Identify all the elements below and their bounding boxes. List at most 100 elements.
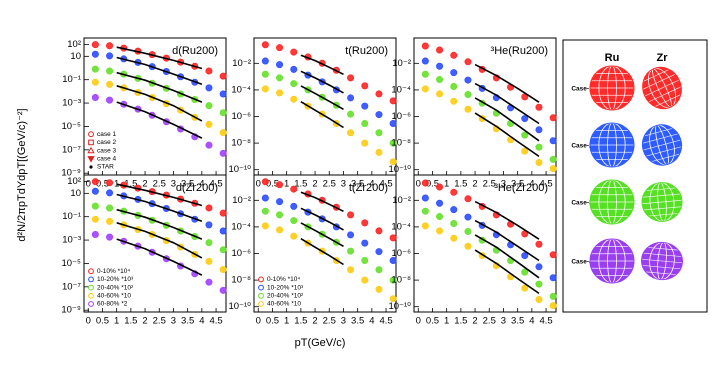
legend-marker xyxy=(258,301,264,307)
model-point xyxy=(219,90,227,98)
model-point xyxy=(347,247,355,255)
model-point xyxy=(375,266,383,274)
model-point xyxy=(521,284,529,292)
x-tick-label: 4 xyxy=(199,179,204,190)
star-data xyxy=(116,46,203,70)
y-tick-label: 10⁻¹⁰ xyxy=(388,164,411,175)
x-tick-label: 4.5 xyxy=(209,179,222,190)
model-point xyxy=(276,61,284,69)
x-tick-label: 0.5 xyxy=(266,179,279,190)
model-point xyxy=(421,42,429,50)
y-tick-label: 10⁻² xyxy=(392,195,411,206)
model-point xyxy=(450,234,458,242)
model-point xyxy=(535,280,543,288)
x-tick-label: 1.5 xyxy=(294,179,307,190)
model-point xyxy=(421,194,429,202)
panel-title: t(Zr200) xyxy=(349,182,388,194)
model-point xyxy=(106,96,114,104)
nucleus-outline xyxy=(589,179,635,225)
y-tick-label: 10⁻⁸ xyxy=(391,275,411,286)
star-data xyxy=(474,63,540,103)
panel-title: ³He(Ru200) xyxy=(491,45,548,57)
nucleus-outline xyxy=(641,241,683,281)
x-tick-label: 3 xyxy=(501,179,506,190)
model-point xyxy=(106,52,114,60)
model-point xyxy=(290,48,298,56)
model-point xyxy=(276,74,284,82)
model-point xyxy=(375,227,383,235)
model-point xyxy=(389,119,397,127)
x-tick-label: 2.5 xyxy=(153,316,166,327)
model-point xyxy=(347,129,355,137)
model-point xyxy=(91,178,99,186)
legend-label: case 2 xyxy=(97,139,117,146)
model-point xyxy=(261,70,269,78)
model-point xyxy=(106,189,114,197)
model-point xyxy=(464,91,472,99)
model-point xyxy=(205,239,213,247)
model-point xyxy=(549,155,557,163)
x-tick-label: 2.5 xyxy=(483,316,496,327)
nucleus-shape xyxy=(589,238,635,284)
star-data xyxy=(474,97,540,142)
nucleus-shape xyxy=(641,241,683,281)
model-point xyxy=(535,143,543,151)
model-point xyxy=(421,179,429,187)
nucleus-parallel xyxy=(645,146,682,157)
model-point xyxy=(436,46,444,54)
x-tick-label: 2 xyxy=(142,316,147,327)
model-point xyxy=(290,65,298,73)
model-point xyxy=(375,111,383,119)
model-point xyxy=(361,82,369,90)
model-point xyxy=(464,213,472,221)
y-tick-label: 10⁻⁴ xyxy=(391,84,411,95)
star-data xyxy=(300,191,344,213)
legend-label: 0-10% *10⁴ xyxy=(267,276,300,283)
model-point xyxy=(361,239,369,247)
nucleus-shape xyxy=(589,179,635,225)
x-tick-label: 0.5 xyxy=(96,179,109,190)
y-tick-label: 10⁻¹ xyxy=(62,211,81,222)
y-tick-label: 10⁻² xyxy=(392,58,411,69)
y-tick-label: 10 xyxy=(70,51,81,62)
model-point xyxy=(290,80,298,88)
y-tick-label: 10² xyxy=(67,39,81,50)
model-point xyxy=(421,85,429,93)
panel-title: d(Ru200) xyxy=(172,45,218,57)
nucleus-outline xyxy=(641,124,683,166)
nucleus-parallel xyxy=(645,271,677,275)
panel-title: t(Ru200) xyxy=(345,45,388,57)
y-tick-label: 10⁻⁶ xyxy=(392,111,412,122)
x-tick-label: 1.5 xyxy=(454,179,467,190)
model-point xyxy=(347,94,355,102)
model-point xyxy=(261,57,269,65)
model-point xyxy=(219,209,227,217)
model-point xyxy=(361,276,369,284)
model-point xyxy=(261,194,269,202)
x-tick-label: 0.5 xyxy=(266,316,279,327)
model-point xyxy=(421,57,429,65)
y-tick-label: 10⁻⁷ xyxy=(62,144,82,155)
legend-label: 40-60% *10 xyxy=(267,301,301,308)
y-tick-label: 10⁻⁶ xyxy=(232,111,252,122)
y-tick-label: 10⁻³ xyxy=(62,98,81,109)
model-point xyxy=(436,90,444,98)
x-tick-label: 3.5 xyxy=(511,316,524,327)
y-tick-label: 10⁻⁸ xyxy=(391,138,411,149)
model-point xyxy=(450,83,458,91)
model-point xyxy=(205,102,213,110)
legend-marker xyxy=(88,276,94,283)
star-data xyxy=(116,238,203,276)
star-data xyxy=(474,219,540,262)
model-point xyxy=(261,207,269,215)
model-point xyxy=(219,246,227,254)
nucleus-parallel xyxy=(641,258,683,264)
x-tick-label: 0 xyxy=(256,316,261,327)
model-point xyxy=(436,227,444,235)
nucleus-parallel xyxy=(643,69,670,82)
model-point xyxy=(205,221,213,229)
model-point xyxy=(290,232,298,240)
x-tick-label: 4.5 xyxy=(379,179,392,190)
model-point xyxy=(219,72,227,80)
